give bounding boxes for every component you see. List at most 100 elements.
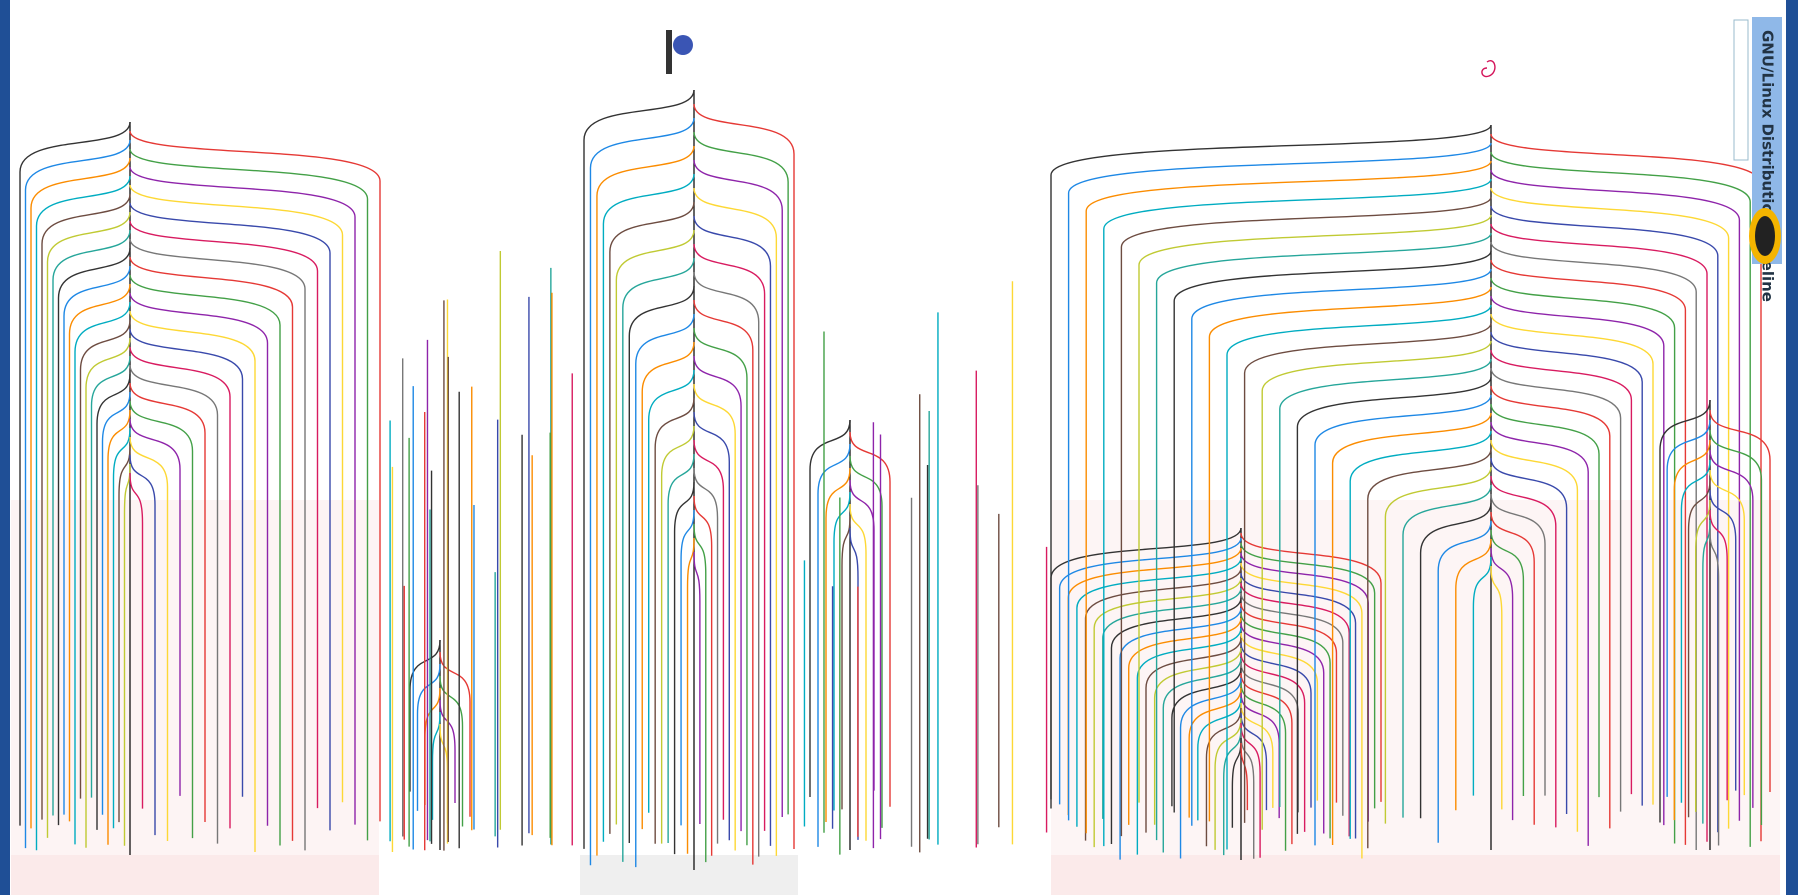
branch — [1490, 151, 1751, 847]
branch — [1659, 399, 1711, 823]
branch — [693, 215, 772, 846]
branch — [1709, 469, 1745, 796]
branch — [1214, 717, 1242, 850]
branch — [693, 103, 795, 849]
branch — [129, 310, 256, 852]
branch — [1261, 340, 1492, 830]
branch — [439, 675, 464, 827]
branch — [1419, 502, 1492, 819]
branch — [1208, 286, 1492, 822]
branch — [1240, 722, 1261, 858]
branch — [693, 439, 725, 820]
branch — [129, 418, 181, 796]
branch — [1490, 205, 1719, 833]
logo — [666, 30, 672, 74]
branch — [1331, 412, 1492, 846]
branch — [1709, 429, 1763, 826]
right-border — [1786, 0, 1798, 895]
branch — [1709, 509, 1728, 801]
branch — [1138, 214, 1492, 803]
branch — [129, 202, 331, 831]
branch — [96, 373, 131, 830]
branch — [849, 455, 883, 828]
branch — [693, 411, 730, 841]
branch — [1490, 529, 1525, 797]
band — [1051, 855, 1780, 895]
branch — [1490, 439, 1579, 832]
branch — [660, 425, 695, 844]
branch — [693, 299, 754, 865]
branch — [628, 285, 695, 843]
branch — [68, 283, 131, 822]
branch — [129, 382, 206, 822]
branch — [693, 523, 707, 863]
branch — [129, 436, 169, 842]
branch — [1702, 519, 1711, 824]
branch — [693, 271, 760, 857]
branch — [1349, 430, 1492, 839]
branch — [85, 337, 131, 848]
branch — [1296, 376, 1492, 834]
branch — [817, 443, 851, 847]
branch — [1173, 250, 1492, 813]
branch — [1314, 394, 1492, 846]
branch — [1673, 439, 1711, 821]
branch — [129, 238, 306, 851]
band — [11, 855, 379, 895]
branch — [589, 117, 695, 866]
branch — [635, 313, 695, 868]
branch — [1490, 349, 1633, 795]
branch — [1240, 552, 1369, 822]
branch — [1162, 657, 1242, 853]
branch — [129, 184, 344, 803]
legend-box — [1733, 19, 1749, 161]
band — [1051, 500, 1780, 855]
branch — [825, 467, 851, 822]
branch — [409, 639, 441, 792]
branch — [1709, 489, 1737, 791]
branch — [79, 319, 131, 799]
branch — [1188, 687, 1242, 818]
branch — [46, 211, 131, 838]
branch — [1240, 682, 1287, 851]
branch — [118, 445, 131, 823]
branch — [129, 364, 219, 844]
branch — [1666, 419, 1711, 797]
distribution-trees — [19, 89, 1771, 870]
branch — [654, 397, 695, 844]
branch — [667, 453, 695, 843]
branch — [1687, 479, 1711, 818]
branch — [35, 175, 131, 851]
logo — [673, 35, 693, 55]
branch — [809, 419, 851, 798]
branch — [583, 89, 695, 849]
branch — [693, 355, 742, 832]
branch — [1067, 142, 1492, 821]
branch — [123, 463, 131, 846]
branch — [129, 256, 294, 841]
branch — [30, 157, 131, 829]
branch — [439, 651, 471, 817]
branch — [1490, 295, 1665, 826]
branch — [693, 551, 701, 825]
branch — [129, 166, 356, 825]
branch — [1279, 358, 1492, 807]
branch — [1490, 565, 1503, 810]
branch — [24, 139, 131, 849]
branch — [1384, 466, 1492, 824]
branch — [1191, 268, 1492, 826]
branch — [1490, 259, 1687, 845]
branch — [1490, 547, 1514, 821]
branch — [1171, 667, 1242, 807]
branch — [1240, 572, 1357, 839]
branch — [693, 383, 736, 851]
branch — [57, 247, 131, 826]
branch — [1472, 556, 1492, 796]
branch — [1058, 537, 1242, 805]
band — [11, 500, 379, 855]
branch — [74, 301, 131, 845]
branch — [833, 491, 851, 811]
branch — [602, 173, 695, 842]
branch — [1050, 124, 1492, 800]
